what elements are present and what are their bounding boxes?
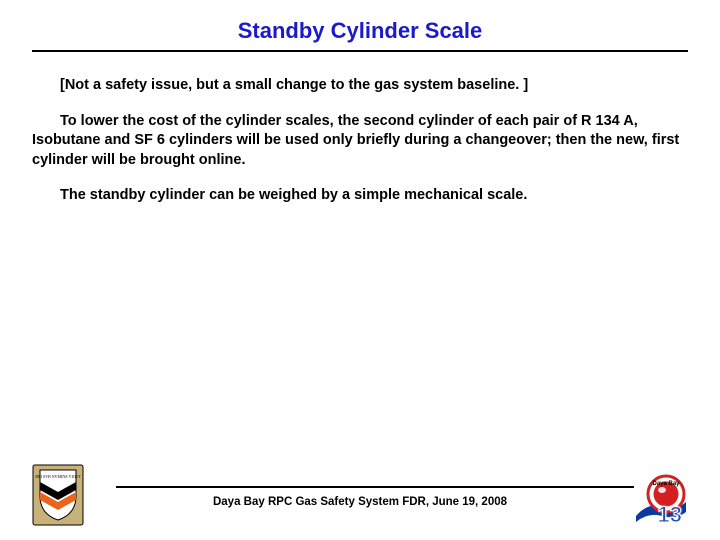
svg-text:Daya Bay: Daya Bay xyxy=(652,481,680,487)
paragraph: [Not a safety issue, but a small change … xyxy=(32,76,688,96)
princeton-shield-icon: DEI SVB NVMINE VIGET xyxy=(32,464,84,526)
slide: Standby Cylinder Scale [Not a safety iss… xyxy=(0,0,720,540)
footer-underline xyxy=(116,486,634,488)
slide-title: Standby Cylinder Scale xyxy=(32,18,688,44)
page-number: 13 xyxy=(658,502,682,528)
svg-text:DEI SVB NVMINE VIGET: DEI SVB NVMINE VIGET xyxy=(35,474,81,479)
paragraph: To lower the cost of the cylinder scales… xyxy=(32,112,688,171)
footer-text: Daya Bay RPC Gas Safety System FDR, June… xyxy=(32,496,688,508)
footer: DEI SVB NVMINE VIGET Daya Bay RPC Gas Sa… xyxy=(32,464,688,526)
body-text: [Not a safety issue, but a small change … xyxy=(32,76,688,206)
paragraph: The standby cylinder can be weighed by a… xyxy=(32,186,688,206)
title-underline xyxy=(32,50,688,52)
